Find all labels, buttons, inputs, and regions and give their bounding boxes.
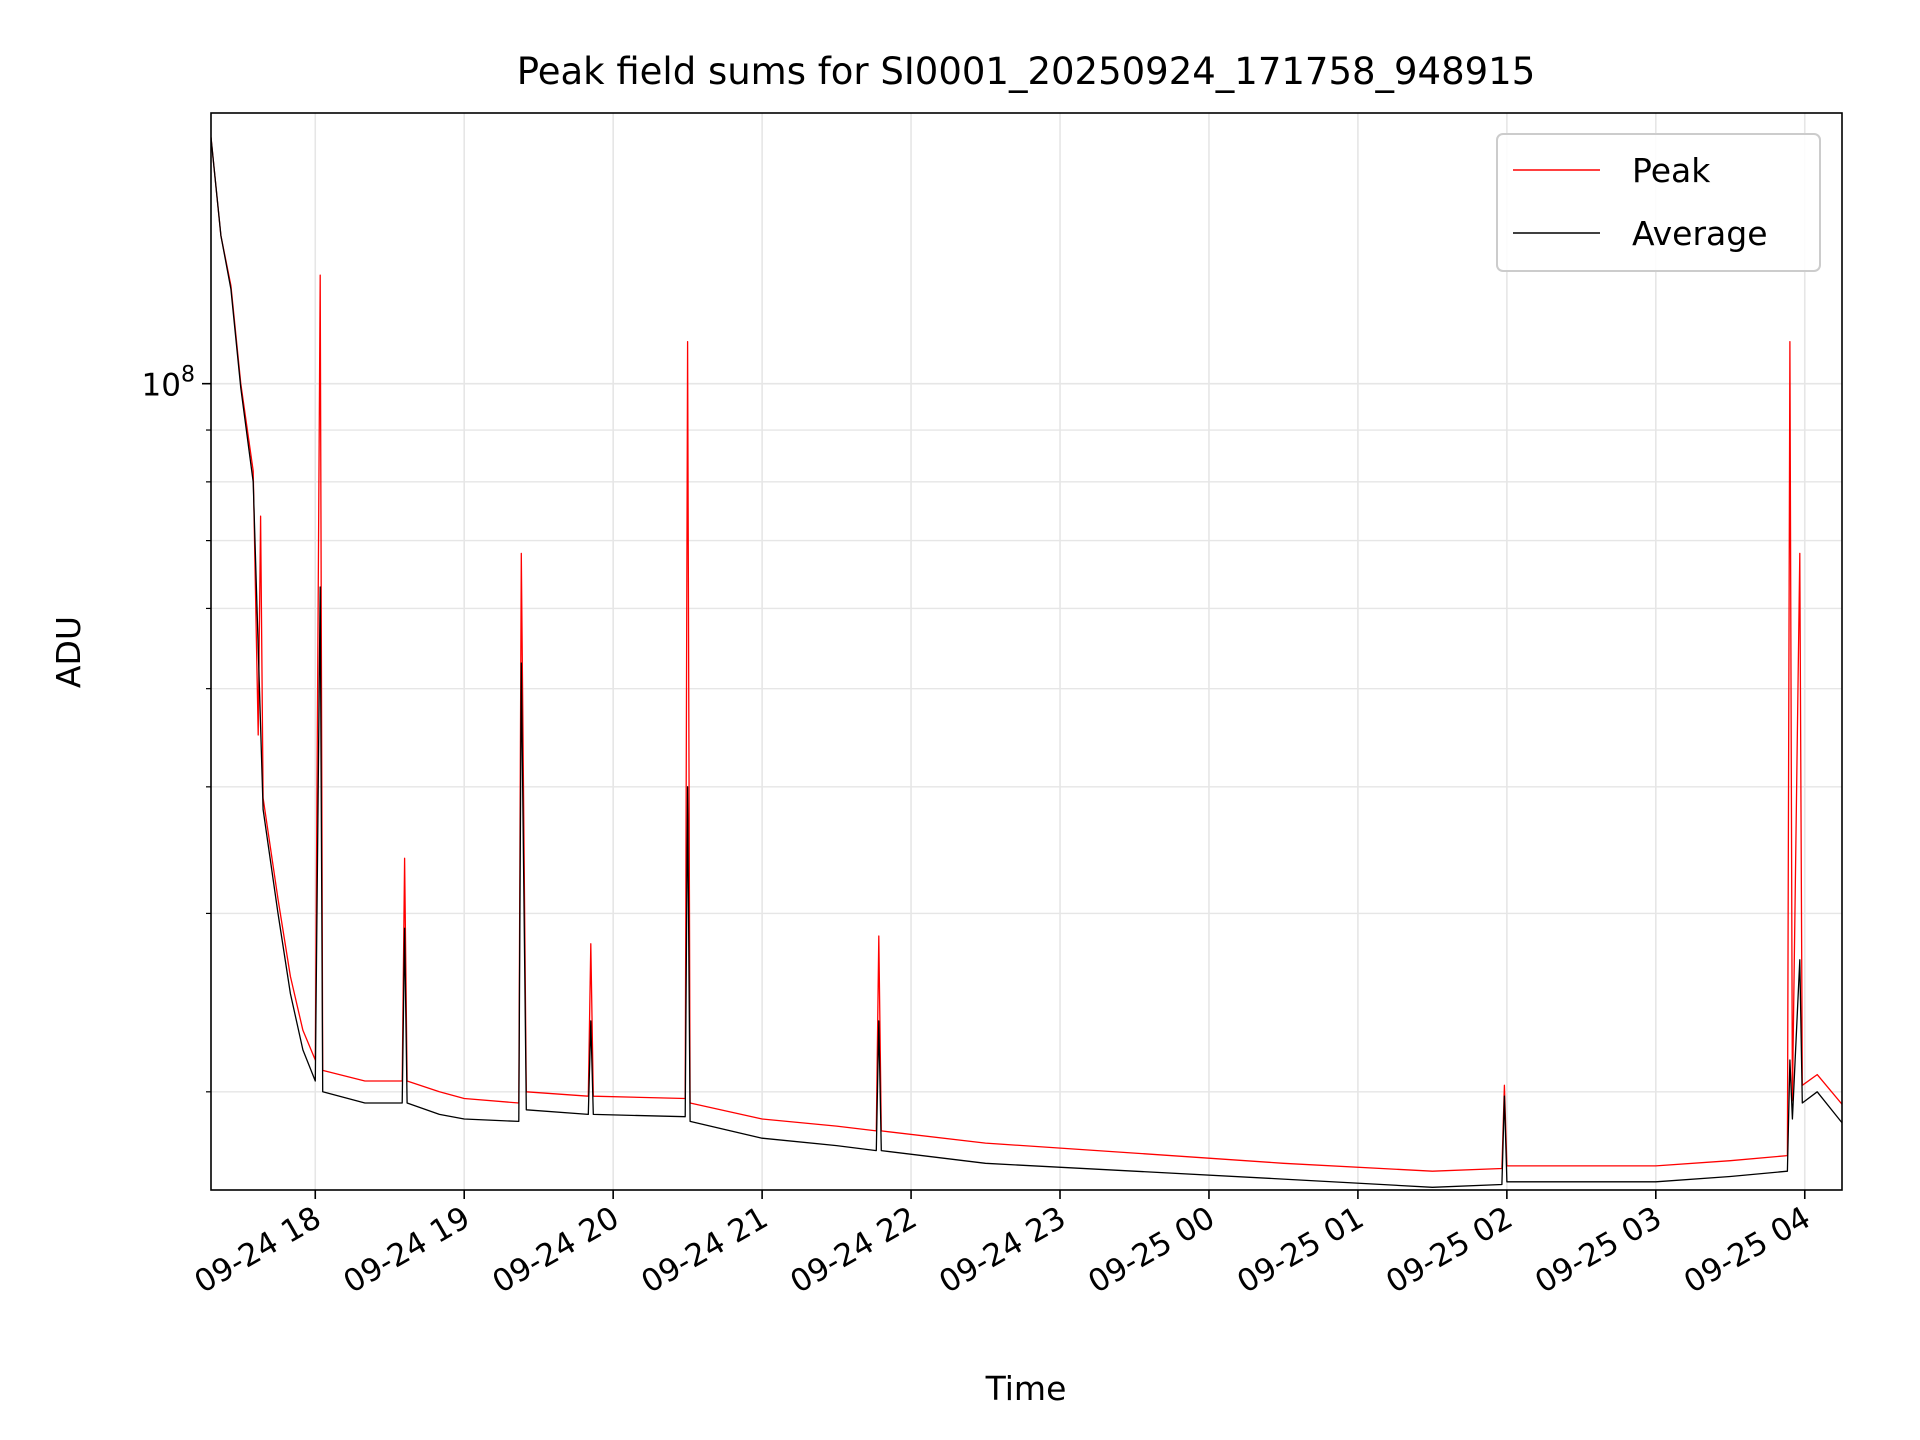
legend-peak-label: Peak — [1632, 151, 1711, 190]
chart-title: Peak field sums for SI0001_20250924_1717… — [517, 50, 1536, 93]
series-line-peak — [211, 137, 1842, 1172]
series-line-average — [211, 137, 1842, 1188]
y-tick-label: 108 — [142, 363, 195, 404]
x-axis-label: Time — [985, 1369, 1067, 1408]
y-axis-label: ADU — [49, 616, 88, 688]
series-layer — [211, 137, 1842, 1188]
grid — [211, 113, 1842, 1190]
legend-average-label: Average — [1632, 214, 1768, 253]
legend-box — [1496, 133, 1821, 272]
legend: Peak Average — [1496, 133, 1821, 272]
plot-frame — [210, 112, 1843, 1191]
